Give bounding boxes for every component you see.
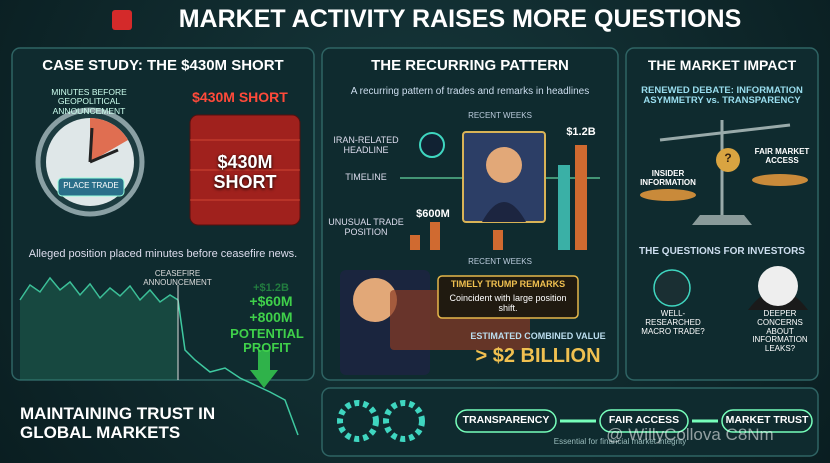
question: WELL-RESEARCHED MACRO TRADE? — [641, 309, 705, 336]
debate: RENEWED DEBATE: INFORMATION ASYMMETRY vs… — [641, 85, 803, 107]
value-label: $1.2B — [566, 126, 596, 138]
row-label: TIMELINE — [345, 172, 387, 182]
footer-slogan: MAINTAINING TRUST IN GLOBAL MARKETS — [20, 404, 216, 442]
pillar: TRANSPARENCY — [462, 414, 550, 426]
page-title: MARKET ACTIVITY RAISES MORE QUESTIONS — [178, 5, 742, 33]
value-label: $600M — [416, 208, 450, 220]
profit-line: +$60M — [249, 293, 293, 309]
remarks-title: TIMELY TRUMP REMARKS — [450, 279, 566, 289]
profit-line: +$1.2B — [253, 282, 289, 294]
caption: Alleged position placed minutes before c… — [28, 248, 298, 260]
subtitle: A recurring pattern of trades and remark… — [350, 86, 590, 97]
barrel-label: $430M SHORT — [213, 152, 277, 192]
question: DEEPER CONCERNS ABOUT INFORMATION LEAKS? — [752, 309, 808, 354]
profit-line: +800M — [249, 309, 293, 325]
combined-label: ESTIMATED COMBINED VALUE — [470, 331, 606, 341]
remarks-text: Coincident with large position shift. — [449, 293, 567, 313]
scale-label: ? — [724, 151, 732, 165]
headline: $430M SHORT — [192, 89, 288, 105]
scale-label: INSIDER INFORMATION — [640, 169, 696, 187]
pillar: MARKET TRUST — [725, 414, 809, 426]
panel-title: CASE STUDY: THE $430M SHORT — [42, 57, 284, 74]
watermark: @ WillyCollova C8Nm — [606, 425, 774, 444]
tagline: Essential for financial market integrity — [553, 437, 687, 446]
pillar: FAIR ACCESS — [608, 414, 680, 426]
panel-title: THE RECURRING PATTERN — [371, 57, 569, 74]
row-label: IRAN-RELATED HEADLINE — [333, 135, 399, 155]
row-label: UNUSUAL TRADE POSITION — [328, 217, 404, 237]
panel-title: THE MARKET IMPACT — [647, 57, 797, 73]
clock-label: MINUTES BEFORE GEOPOLITICAL ANNOUNCEMENT — [51, 87, 127, 116]
chart-label: CEASEFIRE ANNOUNCEMENT — [143, 269, 212, 287]
axis-label: RECENT WEEKS — [468, 257, 532, 266]
section-title: THE QUESTIONS FOR INVESTORS — [639, 246, 805, 257]
combined-value: > $2 BILLION — [475, 345, 601, 367]
profit-label: POTENTIAL PROFIT — [230, 326, 304, 356]
place-trade-button: PLACE TRADE — [63, 181, 119, 190]
axis-label: RECENT WEEKS — [468, 111, 532, 120]
scale-label: FAIR MARKET ACCESS — [754, 147, 810, 165]
